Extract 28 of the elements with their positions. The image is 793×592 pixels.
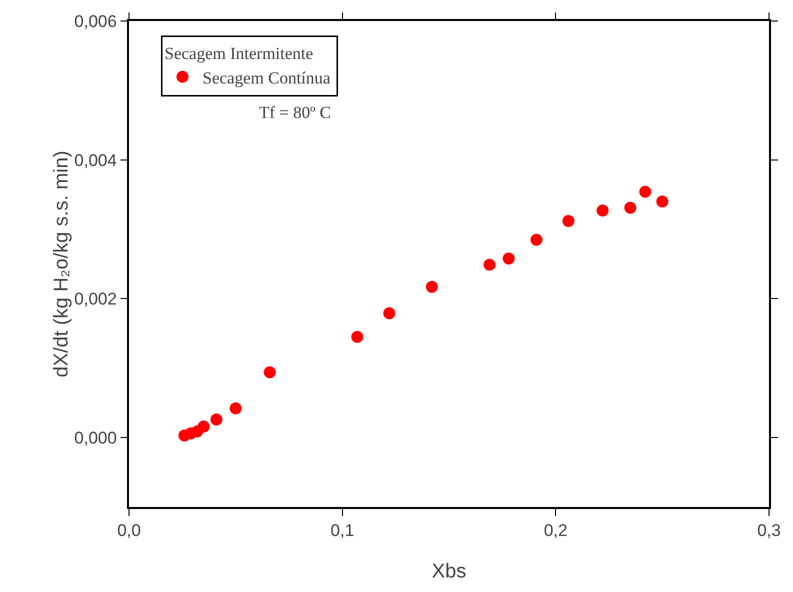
y-tick-label: 0,006	[74, 12, 117, 31]
point	[230, 402, 242, 414]
point	[264, 366, 276, 378]
annotation: Tf = 80º C	[259, 103, 331, 122]
point	[624, 202, 636, 214]
point	[502, 252, 515, 264]
point	[562, 214, 574, 227]
point	[198, 420, 210, 432]
point	[383, 307, 396, 320]
x-tick-label: 0,1	[330, 521, 354, 540]
y-axis-title: dX/dt (kg H₂o/kg s.s. min)	[50, 150, 72, 378]
point	[210, 414, 222, 426]
point	[484, 258, 496, 271]
point	[426, 280, 438, 293]
y-tick-label: 0,002	[74, 290, 117, 309]
x-tick-label: 0,3	[757, 521, 781, 540]
legend-title: Secagem Intermitente	[164, 44, 314, 64]
x-axis-title: Xbs	[432, 560, 466, 582]
y-tick-label: 0,004	[74, 150, 117, 170]
point	[656, 196, 668, 208]
legend-label: Secagem Contínua	[202, 68, 331, 88]
x-tick-label: 0,0	[117, 521, 141, 540]
point	[596, 204, 609, 217]
point	[351, 330, 364, 343]
x-tick-label: 0,2	[544, 521, 568, 540]
point	[639, 186, 652, 198]
y-tick-label: 0,000	[74, 428, 117, 448]
point	[530, 234, 542, 246]
